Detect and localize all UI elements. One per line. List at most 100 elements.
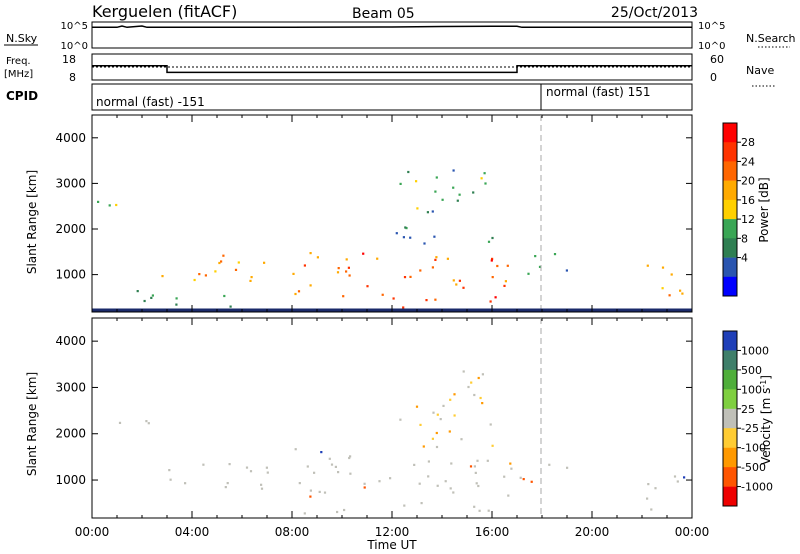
scatter-cell — [439, 418, 442, 421]
scatter-cell — [566, 466, 569, 469]
scatter-cell — [467, 385, 470, 389]
nsky-tick-bottom: 10^0 — [61, 41, 88, 52]
scatter-cell — [349, 455, 352, 458]
nave-tick-top: 60 — [710, 53, 724, 66]
scatter-cell — [487, 509, 490, 512]
scatter-cell — [366, 285, 369, 288]
scatter-cell — [309, 284, 312, 287]
scatter-cell — [503, 475, 506, 478]
scatter-cell — [679, 289, 682, 292]
scatter-cell — [446, 257, 449, 260]
scatter-cell — [477, 376, 480, 380]
scatter-cell — [147, 422, 150, 425]
scatter-cell — [661, 287, 664, 290]
scatter-cell — [476, 459, 479, 462]
scatter-cell — [337, 471, 340, 474]
scatter-cell — [175, 303, 178, 306]
velocity-colorbar-cells — [723, 331, 737, 507]
y-tick-label: 2000 — [55, 222, 86, 236]
scatter-cell — [683, 476, 686, 479]
scatter-cell — [328, 457, 331, 460]
scatter-cell — [402, 306, 405, 309]
x-tick-label: 00:00 — [75, 525, 110, 539]
y-tick-label: 2000 — [55, 427, 86, 441]
scatter-cell — [449, 487, 452, 490]
scatter-cell — [484, 182, 487, 185]
scatter-cell — [491, 257, 494, 260]
scatter-cell — [115, 203, 118, 207]
scatter-cell — [407, 170, 410, 174]
scatter-cell — [389, 477, 392, 480]
scatter-cell — [249, 470, 253, 473]
scatter-cell — [530, 480, 533, 483]
colorbar-tick-label: -100 — [741, 442, 766, 455]
scatter-cell — [472, 191, 475, 194]
scatter-cell — [496, 264, 499, 268]
scatter-cell — [229, 305, 232, 308]
scatter-cell — [481, 402, 484, 405]
scatter-cell — [150, 296, 153, 299]
scatter-cell — [553, 253, 557, 256]
velocity-colorbar-ticks: 1000 500 100 25 -25 -100 -500 -1000 — [737, 344, 773, 494]
nave-tick-bottom: 0 — [710, 71, 717, 84]
scatter-cell — [316, 256, 319, 259]
scatter-cell — [481, 373, 484, 376]
scatter-cell — [453, 393, 456, 396]
colorbar-cell — [723, 350, 737, 371]
scatter-cell — [527, 272, 530, 275]
x-tick-labels: 00:00 04:00 08:00 12:00 16:00 20:00 00:00 — [75, 525, 710, 539]
scatter-cell — [474, 471, 477, 474]
scatter-cell — [260, 483, 263, 486]
station-title: Kerguelen (fitACF) — [92, 2, 237, 21]
scatter-cell — [145, 420, 148, 423]
colorbar-tick-label: 4 — [741, 252, 748, 265]
scatter-cell — [381, 293, 384, 296]
scatter-cell — [220, 260, 223, 263]
scatter-cell — [469, 465, 473, 468]
scatter-cell — [646, 497, 649, 500]
x-tick-label: 00:00 — [675, 525, 710, 539]
colorbar-tick-label: -1000 — [741, 481, 773, 494]
scatter-cell — [478, 509, 481, 512]
colorbar-cell — [723, 142, 737, 162]
scatter-cell — [143, 299, 146, 303]
scatter-cell — [455, 283, 458, 286]
scatter-cell — [313, 471, 316, 474]
freq-label-line2: [MHz] — [4, 69, 33, 80]
colorbar-cell — [723, 199, 737, 220]
freq-label-line1: Freq. — [6, 56, 31, 67]
scatter-cell — [294, 448, 297, 451]
scatter-cell — [362, 252, 365, 255]
velocity-label-main: Velocity [m s — [759, 388, 773, 465]
scatter-cell — [226, 482, 229, 485]
scatter-cell — [336, 271, 340, 274]
scatter-cell — [431, 437, 434, 440]
scatter-cell — [462, 286, 465, 289]
scatter-cell — [151, 294, 154, 297]
power-x-ticks — [91, 115, 693, 312]
scatter-cell — [237, 261, 240, 264]
scatter-cell — [409, 236, 412, 239]
y-tick-label: 1000 — [55, 268, 86, 282]
scatter-cell — [425, 299, 428, 302]
scatter-cell — [450, 462, 453, 465]
scatter-cell — [431, 210, 434, 213]
scatter-cell — [343, 508, 346, 512]
scatter-cell — [309, 495, 312, 498]
scatter-cell — [522, 478, 525, 481]
scatter-cell — [452, 279, 455, 282]
scatter-cell — [448, 430, 451, 433]
scatter-cell — [456, 199, 459, 202]
scatter-cell — [347, 266, 350, 269]
power-colorbar: 28 24 20 16 12 8 4 Power [dB] — [722, 122, 771, 297]
scatter-cell — [419, 423, 422, 426]
colorbar-tick-label: 100 — [741, 383, 762, 396]
scatter-cell — [420, 502, 423, 505]
scatter-cell — [490, 259, 493, 262]
scatter-cell — [318, 490, 321, 493]
scatter-cell — [436, 484, 439, 487]
scatter-cell — [342, 295, 345, 298]
colorbar-tick-label: -25 — [741, 422, 759, 435]
power-y-ticks: 1000 2000 3000 4000 — [55, 131, 692, 282]
y-tick-label: 4000 — [55, 334, 86, 348]
